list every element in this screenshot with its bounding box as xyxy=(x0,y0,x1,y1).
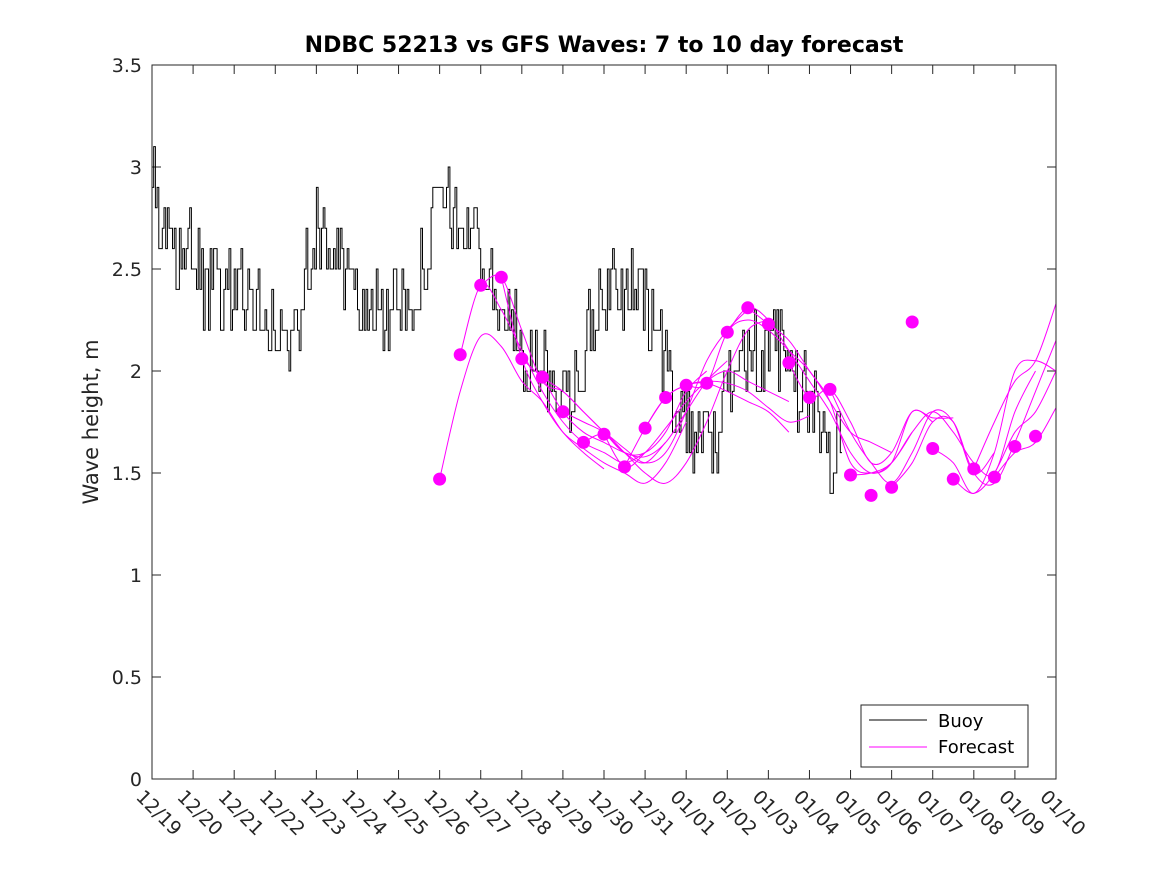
y-tick-label: 0 xyxy=(130,769,142,791)
forecast-point xyxy=(453,348,467,362)
forecast-run-line xyxy=(562,309,749,464)
forecast-point xyxy=(885,480,899,494)
legend: Buoy Forecast xyxy=(860,704,1029,768)
forecast-run-line xyxy=(521,358,708,456)
y-tick-label: 1.5 xyxy=(112,463,142,485)
forecast-point xyxy=(618,460,631,474)
forecast-point xyxy=(577,435,590,449)
forecast-point xyxy=(761,317,775,331)
forecast-point xyxy=(967,462,981,476)
forecast-run-line xyxy=(973,303,1057,470)
forecast-point xyxy=(638,421,652,435)
y-tick-label: 2.5 xyxy=(112,259,142,281)
forecast-run-line xyxy=(500,277,687,484)
y-tick-label: 3 xyxy=(130,157,142,179)
forecast-point xyxy=(494,270,508,284)
plot-frame xyxy=(151,64,1057,780)
y-tick-label: 2 xyxy=(130,361,142,383)
forecast-point xyxy=(741,301,755,315)
forecast-run-line xyxy=(850,370,1036,477)
forecast-point xyxy=(515,352,529,366)
forecast-point xyxy=(1008,440,1022,453)
forecast-point xyxy=(679,378,693,392)
forecast-point xyxy=(926,442,940,455)
forecast-run-line xyxy=(583,319,769,484)
forecast-run-line xyxy=(541,360,728,458)
forecast-point xyxy=(659,391,673,404)
forecast-point xyxy=(720,325,734,339)
legend-forecast-label: Forecast xyxy=(938,737,1014,758)
forecast-point xyxy=(823,382,837,396)
forecast-point xyxy=(597,427,611,441)
forecast-point xyxy=(474,278,488,292)
forecast-run-line xyxy=(747,307,933,474)
forecast-run-line xyxy=(829,389,995,484)
forecast-point xyxy=(1029,429,1042,443)
forecast-point xyxy=(782,356,796,370)
forecast-point xyxy=(803,391,816,404)
forecast-point xyxy=(905,315,919,329)
forecast-run-line xyxy=(994,407,1057,478)
plot-area xyxy=(152,65,1056,779)
y-tick-label: 0.5 xyxy=(112,667,142,689)
forecast-point xyxy=(864,488,878,502)
y-tick-labels: 0 0.5 1 1.5 2 2.5 3 3.5 xyxy=(112,55,142,791)
buoy-line xyxy=(152,146,842,494)
forecast-point xyxy=(433,472,447,486)
forecast-run-line xyxy=(439,333,605,480)
forecast-layer xyxy=(433,270,1057,502)
forecast-run-line xyxy=(603,370,790,468)
forecast-point xyxy=(535,370,549,384)
buoy-layer xyxy=(152,146,842,494)
y-axis-label: Wave height, m xyxy=(79,339,103,504)
forecast-point xyxy=(987,470,1001,484)
forecast-run-line xyxy=(952,370,1057,494)
y-tick-label: 1 xyxy=(130,565,142,587)
chart-title: NDBC 52213 vs GFS Waves: 7 to 10 day for… xyxy=(305,33,904,58)
y-tick-label: 3.5 xyxy=(112,55,142,77)
forecast-run-line xyxy=(726,306,913,474)
legend-box xyxy=(860,704,1029,768)
legend-buoy-label: Buoy xyxy=(938,711,984,732)
forecast-point xyxy=(844,468,857,482)
forecast-run-line xyxy=(459,283,646,464)
forecast-point xyxy=(946,472,960,486)
forecast-point xyxy=(700,376,714,390)
forecast-point xyxy=(556,405,570,419)
